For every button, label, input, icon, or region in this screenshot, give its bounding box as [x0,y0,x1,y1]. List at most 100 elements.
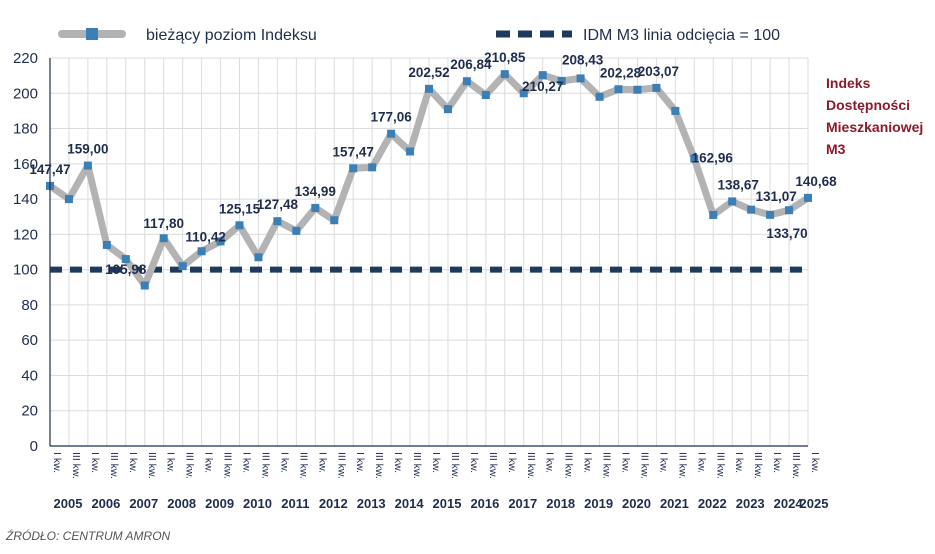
data-point [595,92,604,101]
data-point [83,161,92,170]
side-title-line-2: Dostępności [826,97,910,113]
x-quarter-label: I kw. [771,452,783,473]
y-tick-label: 60 [21,332,38,349]
x-year-label: 2020 [622,496,651,511]
x-year-label: 2015 [433,496,462,511]
x-quarter-label: I kw. [203,452,215,473]
y-tick-label: 200 [13,85,38,102]
x-quarter-label: I kw. [695,452,707,473]
x-year-label: 2008 [167,496,196,511]
x-year-label: 2016 [470,496,499,511]
data-point [254,253,263,262]
x-quarter-label: III kw. [790,452,802,479]
x-quarter-label: III kw. [146,452,158,479]
x-quarter-label: I kw. [506,452,518,473]
data-label: 117,80 [143,216,184,231]
y-tick-label: 40 [21,367,38,384]
y-tick-label: 100 [13,262,38,279]
data-label: 140,68 [795,174,837,189]
x-year-label: 2017 [508,496,537,511]
data-point [671,106,680,115]
x-quarter-label: III kw. [563,452,575,479]
x-year-label: 2014 [395,496,425,511]
x-year-label: 2006 [91,496,120,511]
x-year-label: 2010 [243,496,272,511]
data-point [121,255,130,264]
data-point [709,210,718,219]
data-label: 202,28 [600,65,642,80]
data-label: 157,47 [333,144,374,159]
data-label: 110,42 [185,229,226,244]
data-label: 210,85 [484,50,526,65]
data-label: 134,99 [295,184,336,199]
side-title-line-4: M3 [826,141,846,157]
data-label: 202,52 [408,65,449,80]
x-quarter-label: I kw. [241,452,253,473]
y-tick-label: 160 [13,156,38,173]
data-point [368,163,377,172]
source-note: ŹRÓDŁO: CENTRUM AMRON [5,528,171,543]
data-point [652,83,661,92]
side-title: Indeks Dostępności Mieszkaniowej M3 [826,75,923,157]
x-quarter-label: III kw. [411,452,423,479]
data-point [633,85,642,94]
data-point [425,84,433,93]
x-quarter-label: I kw. [354,452,366,473]
x-quarter-label: III kw. [449,452,461,479]
x-quarter-label: I kw. [51,452,63,473]
x-quarter-label: I kw. [278,452,290,473]
x-year-label: 2005 [54,496,83,511]
x-quarter-label: I kw. [582,452,594,473]
data-point [292,226,301,235]
x-quarter-label: III kw. [714,452,726,479]
data-label: 208,43 [562,52,604,67]
data-point [614,85,623,94]
x-year-label: 2011 [281,496,309,511]
data-label: 203,07 [638,64,679,79]
y-tick-label: 220 [13,50,38,67]
data-point [64,195,73,204]
x-year-label: 2018 [546,496,575,511]
data-point [102,240,111,249]
x-year-label: 2007 [129,496,158,511]
data-point [140,281,149,290]
x-year-label: 2019 [584,496,613,511]
data-point [785,206,794,215]
x-year-label: 2023 [736,496,765,511]
data-label: 210,27 [522,79,563,94]
markers-layer [46,70,812,290]
data-label: 125,15 [219,201,261,216]
x-quarter-label: III kw. [638,452,650,479]
x-quarter-label: III kw. [70,452,82,479]
x-year-label: 2021 [660,496,689,511]
x-quarter-label: I kw. [430,452,442,473]
data-point [216,237,225,246]
data-label: 206,84 [450,57,492,72]
data-point [538,71,547,80]
x-year-label: 2025 [800,496,829,511]
data-point [690,154,699,163]
data-point [500,70,509,79]
data-point [330,216,339,225]
x-quarter-label: III kw. [222,452,234,479]
legend-series-marker [86,28,98,40]
x-quarter-label: I kw. [733,452,745,473]
data-point [519,89,528,98]
x-quarter-label: III kw. [297,452,309,479]
data-point [747,205,756,214]
data-point [197,247,206,256]
side-title-line-1: Indeks [826,75,871,91]
data-point [462,77,471,86]
y-tick-label: 140 [13,191,38,208]
x-quarter-label: III kw. [525,452,537,479]
x-quarter-label: I kw. [165,452,177,473]
data-label: 131,07 [755,189,796,204]
x-quarter-label: I kw. [657,452,669,473]
legend-cutoff-label: IDM M3 linia odcięcia = 100 [583,27,780,44]
data-labels-layer: 147,47159,00105,98117,80110,42125,15127,… [29,50,837,277]
data-label: 127,48 [257,197,299,212]
y-tick-label: 20 [21,403,38,420]
y-tick-label: 0 [30,438,38,455]
x-year-label: 2022 [698,496,727,511]
